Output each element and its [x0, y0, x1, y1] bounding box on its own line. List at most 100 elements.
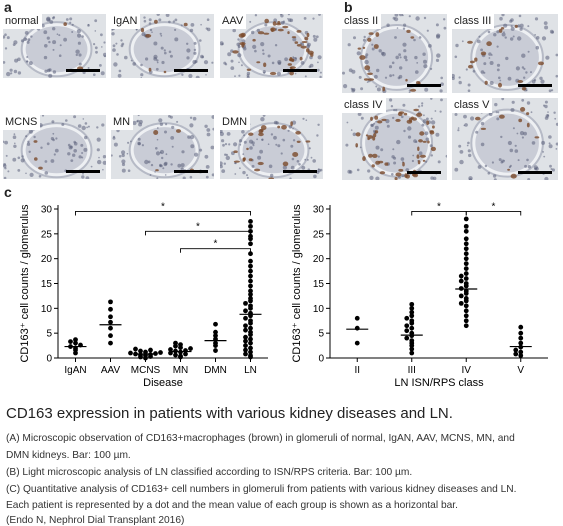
data-point	[248, 325, 253, 331]
data-point	[68, 339, 73, 345]
y-tick-label: 20	[41, 254, 53, 265]
data-point	[463, 308, 469, 314]
x-tick-label: LN	[244, 365, 257, 376]
y-tick-label: 15	[41, 279, 53, 290]
data-point	[248, 345, 253, 351]
micrograph-label: class II	[342, 14, 382, 29]
data-point	[133, 346, 138, 352]
caption-line: Each patient is represented by a dot and…	[6, 500, 458, 511]
data-point	[248, 258, 253, 264]
data-point	[248, 278, 253, 284]
micrograph-normal: normal	[3, 14, 106, 78]
data-point	[243, 347, 248, 353]
data-point	[463, 216, 469, 222]
data-point	[248, 268, 253, 274]
data-point	[463, 323, 469, 329]
data-point	[409, 338, 415, 344]
data-point	[248, 303, 253, 309]
data-point	[409, 309, 415, 315]
micrograph-class-v: class V	[452, 98, 558, 180]
data-point	[248, 233, 253, 239]
significance-bracket	[465, 211, 522, 216]
y-tick-label: 25	[313, 229, 325, 240]
caption-line: (C) Quantitative analysis of CD163+ cell…	[6, 484, 517, 495]
data-point	[248, 329, 253, 335]
x-tick-label: IgAN	[64, 365, 86, 376]
data-point	[73, 337, 78, 343]
scale-bar	[407, 171, 441, 174]
data-point	[354, 340, 360, 346]
data-point	[463, 313, 469, 319]
data-point	[243, 334, 248, 340]
micrograph-class-iii: class III	[452, 14, 558, 93]
scale-bar	[283, 170, 317, 173]
data-point	[409, 325, 415, 331]
data-point	[409, 330, 415, 336]
micrograph-mcns: MCNS	[3, 115, 106, 179]
data-point	[404, 328, 410, 334]
caption-line: (Endo N, Nephrol Dial Transplant 2016)	[6, 515, 185, 526]
data-point	[404, 323, 410, 329]
micrograph-mn: MN	[111, 115, 214, 179]
data-point	[108, 325, 113, 331]
x-axis-label: Disease	[143, 377, 183, 389]
micrograph-label: MN	[111, 115, 134, 130]
data-point	[173, 352, 178, 358]
data-point	[108, 299, 113, 305]
y-tick-label: 30	[313, 205, 325, 216]
data-point	[354, 315, 360, 321]
y-axis-label: CD163⁺ cell counts / glomerulus	[19, 204, 31, 363]
significance-star: *	[161, 201, 165, 212]
x-axis-label: LN ISN/RPS class	[394, 377, 484, 389]
data-point	[463, 288, 469, 294]
data-point	[243, 338, 248, 344]
data-point	[463, 271, 469, 276]
data-point	[248, 296, 253, 301]
data-point	[409, 318, 415, 324]
micrograph-label: DMN	[220, 115, 251, 130]
y-tick-label: 0	[46, 354, 52, 365]
data-point	[463, 241, 469, 247]
data-point	[248, 336, 253, 342]
data-point	[183, 348, 188, 353]
data-point	[463, 246, 469, 252]
data-point	[213, 340, 218, 346]
data-point	[143, 349, 148, 355]
data-point	[138, 348, 143, 354]
scale-bar	[407, 84, 441, 87]
scale-bar	[283, 69, 317, 72]
data-point	[518, 349, 524, 355]
data-point	[248, 349, 253, 355]
data-point	[248, 318, 253, 324]
data-point	[248, 283, 253, 289]
data-point	[463, 236, 469, 242]
tissue-image	[3, 14, 106, 78]
micrograph-label: IgAN	[111, 14, 141, 29]
data-point	[463, 303, 469, 309]
micrograph-label: normal	[3, 14, 42, 29]
scatter-plots: 0 5 10 15 20 25 30 IgAN AAV MCNS MN DMN LN * * * Disease…	[19, 201, 548, 389]
data-point	[178, 353, 183, 359]
scale-bar	[518, 171, 552, 174]
data-point	[248, 288, 253, 294]
significance-star: *	[437, 201, 441, 212]
data-point	[248, 223, 253, 229]
data-point	[354, 325, 360, 331]
glomerulus	[475, 113, 539, 173]
data-point	[248, 241, 253, 247]
data-point	[248, 292, 253, 297]
micrograph-aav: AAV	[220, 14, 323, 78]
data-point	[404, 335, 410, 341]
y-tick-label: 5	[318, 329, 324, 340]
micrograph-label: class III	[452, 14, 495, 29]
data-point	[73, 340, 78, 346]
micrograph-label: class IV	[342, 98, 386, 113]
data-point	[243, 300, 248, 306]
micrograph-igan: IgAN	[111, 14, 214, 78]
y-tick-label: 25	[41, 229, 53, 240]
micrograph-class-iv: class IV	[342, 98, 447, 180]
scale-bar	[174, 69, 208, 72]
data-point	[243, 351, 248, 357]
significance-bracket	[145, 230, 251, 236]
